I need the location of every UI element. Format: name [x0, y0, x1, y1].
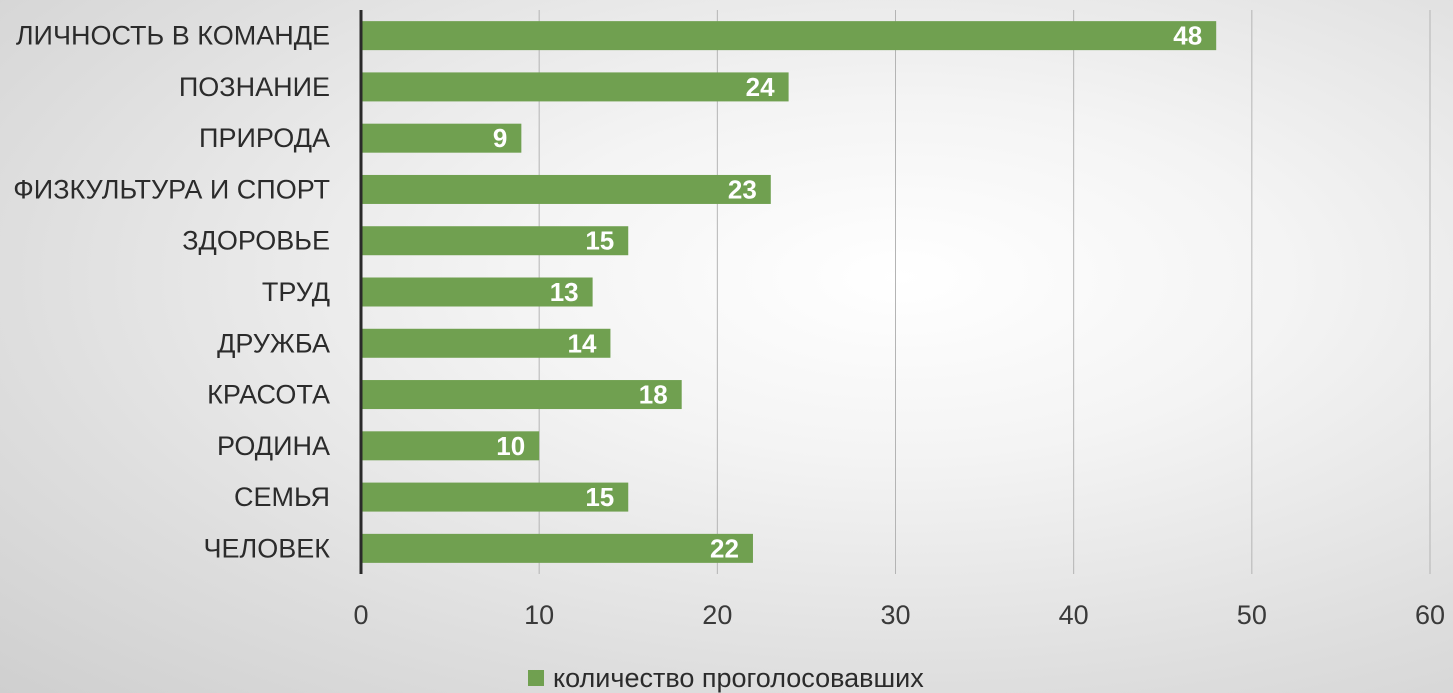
category-labels: ЛИЧНОСТЬ В КОМАНДЕ ПОЗНАНИЕ ПРИРОДА ФИЗКУЛЬ…	[13, 21, 330, 564]
x-tick-label-40: 40	[1059, 600, 1089, 630]
x-tick-label-20: 20	[702, 600, 732, 630]
data-label-5: 13	[550, 277, 579, 307]
bar-6	[361, 328, 611, 358]
gridlines	[538, 10, 1431, 574]
bar-0	[361, 21, 1217, 51]
category-label-5: ТРУД	[262, 277, 330, 307]
category-label-8: РОДИНА	[217, 431, 330, 461]
data-label-8: 10	[496, 431, 525, 461]
category-label-1: ПОЗНАНИЕ	[179, 72, 330, 102]
legend-label: количество проголосовавших	[553, 663, 924, 693]
x-tick-label-60: 60	[1415, 600, 1445, 630]
data-label-10: 22	[710, 533, 739, 563]
bar-7	[361, 380, 682, 410]
x-tick-label-50: 50	[1237, 600, 1267, 630]
category-label-6: ДРУЖБА	[217, 328, 330, 358]
x-tick-label-30: 30	[880, 600, 910, 630]
bar-10	[361, 533, 753, 563]
bar-3	[361, 174, 771, 204]
bar-4	[361, 226, 629, 256]
x-tick-label-0: 0	[353, 600, 368, 630]
data-label-9: 15	[585, 482, 614, 512]
data-label-2: 9	[493, 123, 507, 153]
data-label-4: 15	[585, 226, 614, 256]
category-label-7: КРАСОТА	[207, 380, 330, 410]
category-label-4: ЗДОРОВЬЕ	[182, 226, 330, 256]
category-label-3: ФИЗКУЛЬТУРА И СПОРТ	[13, 174, 330, 204]
bar-9	[361, 482, 629, 512]
category-label-0: ЛИЧНОСТЬ В КОМАНДЕ	[16, 21, 330, 51]
legend-swatch	[528, 670, 544, 686]
x-tick-labels: 0 10 20 30 40 50 60	[353, 600, 1445, 630]
bar-8	[361, 431, 540, 461]
data-label-7: 18	[639, 380, 668, 410]
bar-2	[361, 123, 522, 153]
x-tick-label-10: 10	[524, 600, 554, 630]
category-label-10: ЧЕЛОВЕК	[204, 533, 331, 563]
data-label-0: 48	[1173, 21, 1202, 51]
data-label-1: 24	[746, 72, 775, 102]
category-label-2: ПРИРОДА	[199, 123, 330, 153]
data-label-6: 14	[568, 328, 597, 358]
legend: количество проголосовавших	[528, 663, 924, 693]
bar-5	[361, 277, 593, 307]
category-label-9: СЕМЬЯ	[234, 482, 330, 512]
data-label-3: 23	[728, 174, 757, 204]
bar-1	[361, 72, 789, 102]
